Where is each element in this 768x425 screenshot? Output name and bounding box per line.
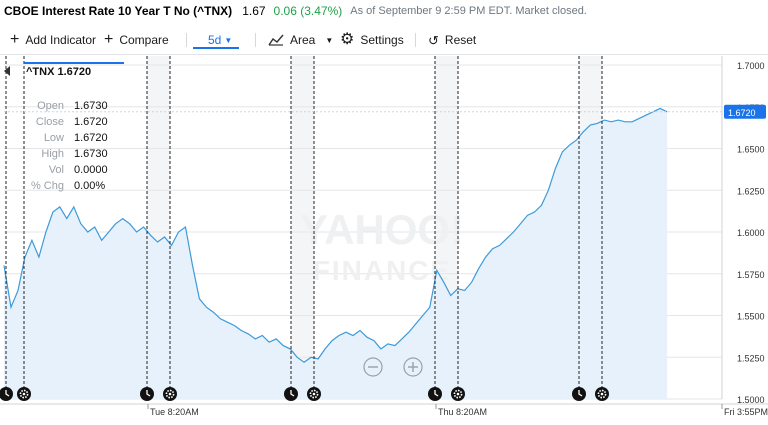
settings-button[interactable]: ⚙ Settings [340,26,404,54]
ohlc-row: Close 1.6720 [28,114,108,130]
plus-icon: + [10,31,20,48]
period-underline [193,47,239,49]
ohlc-row: High 1.6730 [28,146,108,162]
clock-icon[interactable] [572,387,586,401]
watermark-text: FINANCE [313,255,451,286]
chart-toolbar: + Add Indicator + Compare 5d ▼ Area ▼ ⚙ … [0,26,768,55]
area-chart-icon [268,34,284,46]
reset-button[interactable]: ↺ Reset [428,26,476,54]
chevron-down-icon: ▼ [224,35,233,45]
ohlc-value: 1.6720 [74,116,108,128]
gear-icon[interactable] [307,387,321,401]
ohlc-row: Low 1.6720 [28,130,108,146]
last-value-badge [724,104,766,119]
ohlc-value: 0.00% [74,180,106,192]
chart-area[interactable]: 1.70001.67501.65001.62501.60001.57501.55… [0,56,768,420]
x-tick-label: Fri 3:55PM [724,407,768,417]
reset-icon: ↺ [428,32,439,48]
zoom-minus-icon[interactable] [363,357,383,377]
y-tick-label: 1.6250 [737,186,765,196]
quote-asof: As of September 9 2:59 PM EDT. Market cl… [350,5,587,17]
ohlc-value: 1.6720 [74,132,108,144]
compare-label: Compare [119,33,169,47]
y-tick-label: 1.5750 [737,270,765,280]
last-value-label: 1.6720 [728,108,756,118]
clock-icon[interactable] [284,387,298,401]
session-gap-band [291,56,314,399]
x-tick-label: Tue 8:20AM [150,407,199,417]
toolbar-divider [255,33,256,47]
ohlc-tooltip: Open 1.6730 Close 1.6720 Low 1.6720 High 1.6730… [28,98,108,194]
gear-icon[interactable] [451,387,465,401]
ohlc-key: High [41,148,64,160]
compare-button[interactable]: + Compare [104,26,169,54]
toolbar-divider [415,33,416,47]
y-tick-label: 1.6500 [737,145,765,155]
ohlc-key: Low [43,132,64,144]
watermark-text: YAHOO! [300,206,464,253]
ohlc-row: Vol 0.0000 [28,162,108,178]
y-tick-label: 1.5000 [737,395,765,405]
ohlc-row: Open 1.6730 [28,98,108,114]
chart-type-label: Area [290,33,316,47]
ohlc-value: 1.6730 [74,148,108,160]
symbol-underline [24,62,124,64]
chart-type-selector[interactable]: Area ▼ [268,26,333,54]
ohlc-value: 0.0000 [74,164,108,176]
ohlc-key: % Chg [30,180,64,192]
scroll-left-icon[interactable] [4,66,10,76]
y-tick-label: 1.7000 [737,61,765,71]
settings-label: Settings [360,33,404,47]
zoom-plus-icon[interactable] [403,357,423,377]
ohlc-key: Open [37,100,64,112]
price-line [3,107,668,364]
y-tick-label: 1.5250 [737,353,765,363]
gear-icon[interactable] [163,387,177,401]
clock-icon[interactable] [0,387,13,401]
chevron-down-icon: ▼ [325,35,334,45]
period-label: 5d [208,33,222,47]
gear-icon: ⚙ [340,31,355,48]
ohlc-key: Close [35,116,64,128]
period-selector[interactable]: 5d ▼ [208,26,232,54]
quote-name: CBOE Interest Rate 10 Year T No (^TNX) [4,4,233,18]
gear-icon[interactable] [595,387,609,401]
plus-icon: + [104,31,114,48]
add-indicator-label: Add Indicator [25,33,97,47]
quote-header: CBOE Interest Rate 10 Year T No (^TNX) 1… [0,0,768,22]
add-indicator-button[interactable]: + Add Indicator [10,26,96,54]
y-tick-label: 1.5500 [737,312,765,322]
quote-price: 1.67 [242,4,266,18]
gear-icon[interactable] [17,387,31,401]
toolbar-divider [186,33,187,47]
price-chart[interactable]: 1.70001.67501.65001.62501.60001.57501.55… [0,56,768,420]
clock-icon[interactable] [140,387,154,401]
y-tick-label: 1.6000 [737,228,765,238]
clock-icon[interactable] [428,387,442,401]
ohlc-value: 1.6730 [74,100,108,112]
quote-change: 0.06 (3.47%) [273,4,343,18]
tooltip-symbol: ^TNX 1.6720 [26,66,92,78]
x-tick-label: Thu 8:20AM [438,407,487,417]
reset-label: Reset [444,33,477,47]
ohlc-row: % Chg 0.00% [28,178,108,194]
ohlc-key: Vol [48,164,64,176]
